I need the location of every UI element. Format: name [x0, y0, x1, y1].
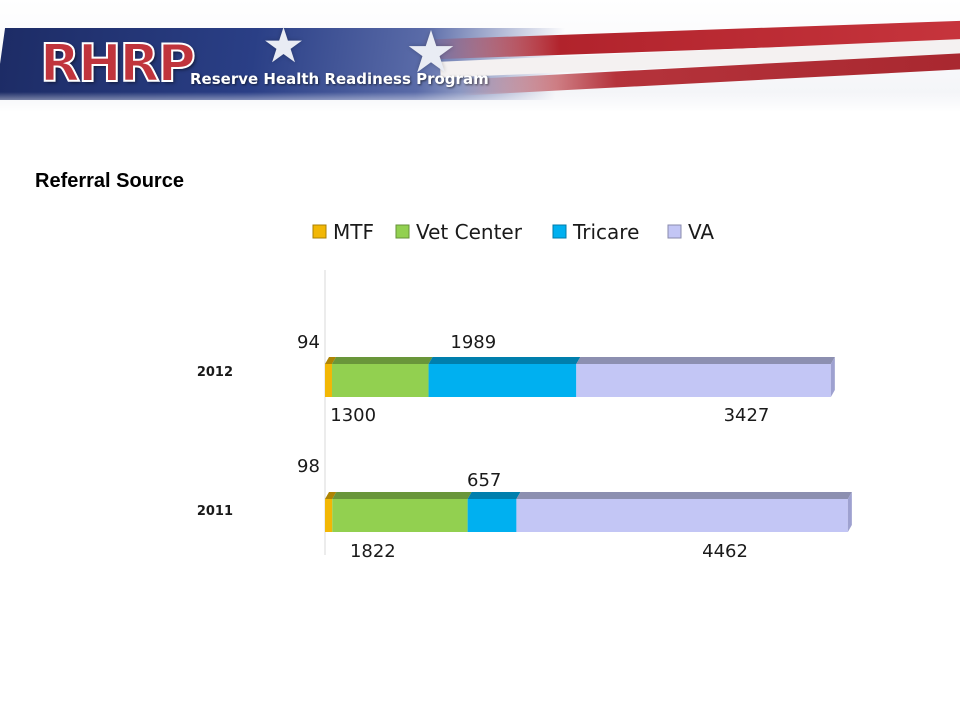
legend-label: Tricare — [572, 220, 639, 244]
data-label: 4462 — [702, 541, 748, 562]
bar-top-face — [467, 492, 521, 499]
data-label: 98 — [297, 456, 320, 477]
bar-top-face — [576, 357, 835, 364]
star-icon: ★ — [262, 18, 306, 74]
bar-segment — [325, 364, 332, 397]
bar-segment — [331, 364, 429, 397]
header-banner: ★ ★ RHRP Reserve Health Readiness Progra… — [0, 0, 960, 112]
chart-legend: MTF Vet Center Tricare VA — [312, 220, 714, 244]
category-label: 2011 — [197, 504, 233, 519]
bar-segment — [576, 364, 831, 397]
bar-top-face — [331, 357, 433, 364]
star-icon: ★ — [405, 18, 457, 86]
legend-label: Vet Center — [416, 220, 523, 244]
bar-segment — [325, 499, 333, 532]
bar-top-face — [325, 357, 336, 364]
banner-fade — [0, 92, 960, 112]
data-label-group: 94 1300 1989 3427 98 1822 657 4462 — [297, 332, 769, 562]
data-label: 1822 — [350, 541, 396, 562]
bar-top-face — [428, 357, 581, 364]
logo: RHRP — [39, 33, 197, 95]
data-label: 94 — [297, 332, 320, 353]
bar-segment — [467, 499, 517, 532]
bar-top-face — [325, 492, 337, 499]
legend-swatch — [552, 224, 567, 239]
data-label: 1989 — [450, 332, 496, 353]
bar-segment — [516, 499, 848, 532]
data-label: 3427 — [724, 405, 770, 426]
category-label: 2012 — [197, 365, 233, 380]
data-label: 1300 — [330, 405, 376, 426]
category-label-group: 2012 2011 — [197, 365, 233, 519]
bar-segment — [332, 499, 468, 532]
legend-label: VA — [688, 220, 714, 244]
legend-swatch — [667, 224, 682, 239]
bar-side-face — [830, 357, 835, 397]
bar-top-face — [516, 492, 852, 499]
slide-title: Referral Source — [35, 170, 184, 192]
data-label: 657 — [467, 470, 501, 491]
bar-side-face — [847, 492, 852, 532]
legend-label: MTF — [333, 220, 374, 244]
program-name: Reserve Health Readiness Program — [190, 70, 489, 88]
bar-segment — [428, 364, 577, 397]
legend-swatch — [312, 224, 327, 239]
bar-group — [325, 357, 852, 532]
legend-swatch — [395, 224, 410, 239]
bar-top-face — [332, 492, 472, 499]
